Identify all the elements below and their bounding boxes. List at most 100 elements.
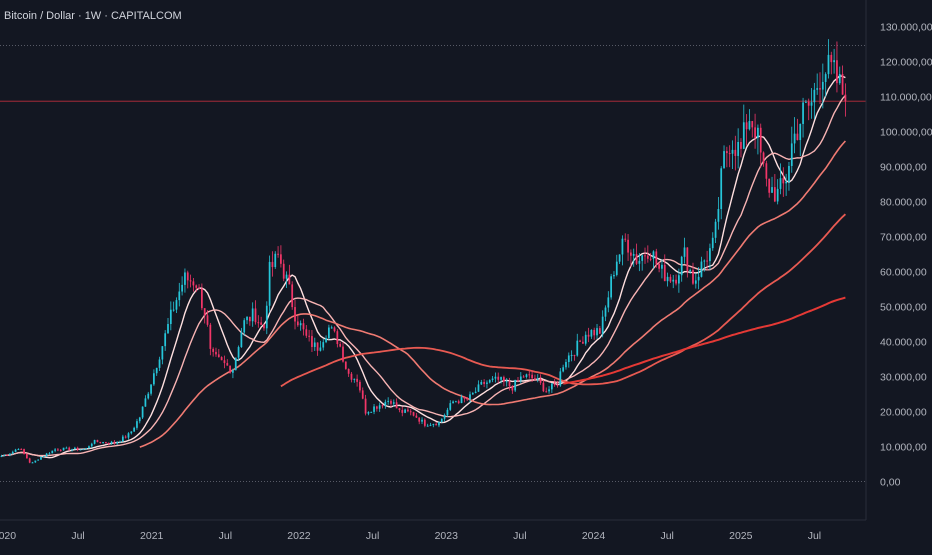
candle-body: [607, 297, 610, 308]
candle-body: [836, 60, 838, 84]
y-tick-label: 10.000,00: [880, 441, 927, 453]
candle-body: [579, 340, 581, 342]
candle-body: [601, 316, 604, 334]
candle-body: [678, 275, 680, 284]
moving-average-100: [280, 213, 847, 388]
candle-body: [370, 411, 373, 413]
candle-body: [186, 272, 189, 281]
moving-average-lines: [1, 75, 847, 459]
candle-body: [788, 165, 790, 182]
y-tick-label: 50.000,00: [880, 301, 927, 313]
candle-body: [711, 237, 714, 249]
candle-body: [57, 449, 59, 451]
candle-body: [593, 329, 596, 336]
candle-body: [220, 357, 223, 361]
candle-body: [113, 441, 116, 444]
candle-body: [426, 425, 429, 427]
candle-body: [717, 209, 720, 222]
candle-body: [618, 254, 621, 262]
candle-body: [11, 451, 14, 454]
candle-body: [34, 460, 37, 463]
candle-body: [446, 409, 449, 415]
candle-body: [751, 121, 754, 128]
candle-body: [762, 152, 765, 164]
candle-body: [635, 254, 638, 264]
candle-body: [734, 149, 737, 156]
candle-body: [615, 261, 618, 275]
candle-body: [596, 328, 598, 336]
candle-body: [463, 397, 466, 399]
candle-body: [367, 412, 370, 414]
y-tick-label: 90.000,00: [880, 161, 927, 173]
candle-body: [333, 327, 336, 332]
candle-body: [539, 378, 542, 383]
candle-body: [559, 371, 562, 386]
candle-body: [680, 256, 683, 276]
price-axis[interactable]: 130.000,00 120.000,00 110.000,00 100.000,00…: [880, 21, 932, 488]
candle-body: [415, 415, 418, 418]
candle-body: [155, 367, 158, 374]
candle-body: [768, 178, 771, 193]
time-axis[interactable]: 2020 Jul 2021 Jul 2022 Jul 2023 Jul 2024 Jul 2025 J…: [0, 530, 821, 542]
candle-body: [582, 341, 584, 344]
candle-body: [93, 439, 96, 444]
candle-body: [460, 397, 463, 404]
candle-body: [833, 60, 835, 63]
candle-body: [105, 442, 107, 444]
candle-body: [661, 264, 663, 269]
moving-average-10: [1, 75, 846, 459]
x-tick-label: 2023: [435, 530, 459, 542]
candle-body: [398, 408, 401, 410]
candle-body: [342, 346, 344, 362]
candle-body: [799, 123, 802, 141]
candle-body: [280, 254, 282, 264]
candle-body: [223, 360, 226, 364]
candle-body: [136, 421, 138, 428]
candle-body: [765, 163, 768, 179]
candle-body: [452, 401, 454, 404]
candle-body: [189, 280, 192, 282]
candle-body: [663, 264, 666, 282]
candle-body: [610, 276, 613, 298]
candle-body: [243, 320, 246, 333]
candle-body: [570, 354, 573, 356]
y-tick-label: 60.000,00: [880, 266, 927, 278]
candle-body: [209, 324, 212, 349]
candle-body: [480, 381, 483, 385]
y-tick-label: 130.000,00: [880, 21, 932, 33]
candle-body: [302, 323, 305, 330]
candle-body: [130, 431, 133, 434]
candle-body: [706, 260, 708, 262]
candle-body: [488, 380, 491, 383]
candle-body: [378, 405, 381, 409]
candle-body: [821, 81, 824, 90]
candle-body: [779, 178, 782, 189]
candle-body: [169, 309, 172, 325]
candle-body: [313, 342, 316, 347]
candle-body: [384, 401, 387, 406]
x-tick-label: Jul: [660, 530, 673, 542]
chart-title: Bitcoin / Dollar · 1W · CAPITALCOM: [4, 10, 182, 22]
candle-body: [457, 401, 460, 404]
candle-body: [232, 370, 234, 373]
moving-average-20: [1, 94, 846, 457]
candle-body: [785, 181, 788, 184]
candle-body: [339, 344, 342, 347]
candle-body: [184, 272, 186, 285]
candle-body: [158, 359, 161, 368]
candle-body: [85, 447, 88, 450]
candle-body: [161, 346, 164, 360]
candle-body: [54, 449, 56, 451]
candle-body: [195, 285, 198, 288]
candle-body: [528, 374, 531, 376]
x-tick-label: 2024: [582, 530, 606, 542]
candle-body: [517, 379, 519, 381]
candle-body: [545, 391, 548, 393]
candle-body: [745, 122, 748, 130]
candle-body: [141, 406, 144, 418]
candle-body: [387, 400, 390, 402]
y-tick-label: 80.000,00: [880, 196, 927, 208]
candle-body: [167, 324, 169, 334]
